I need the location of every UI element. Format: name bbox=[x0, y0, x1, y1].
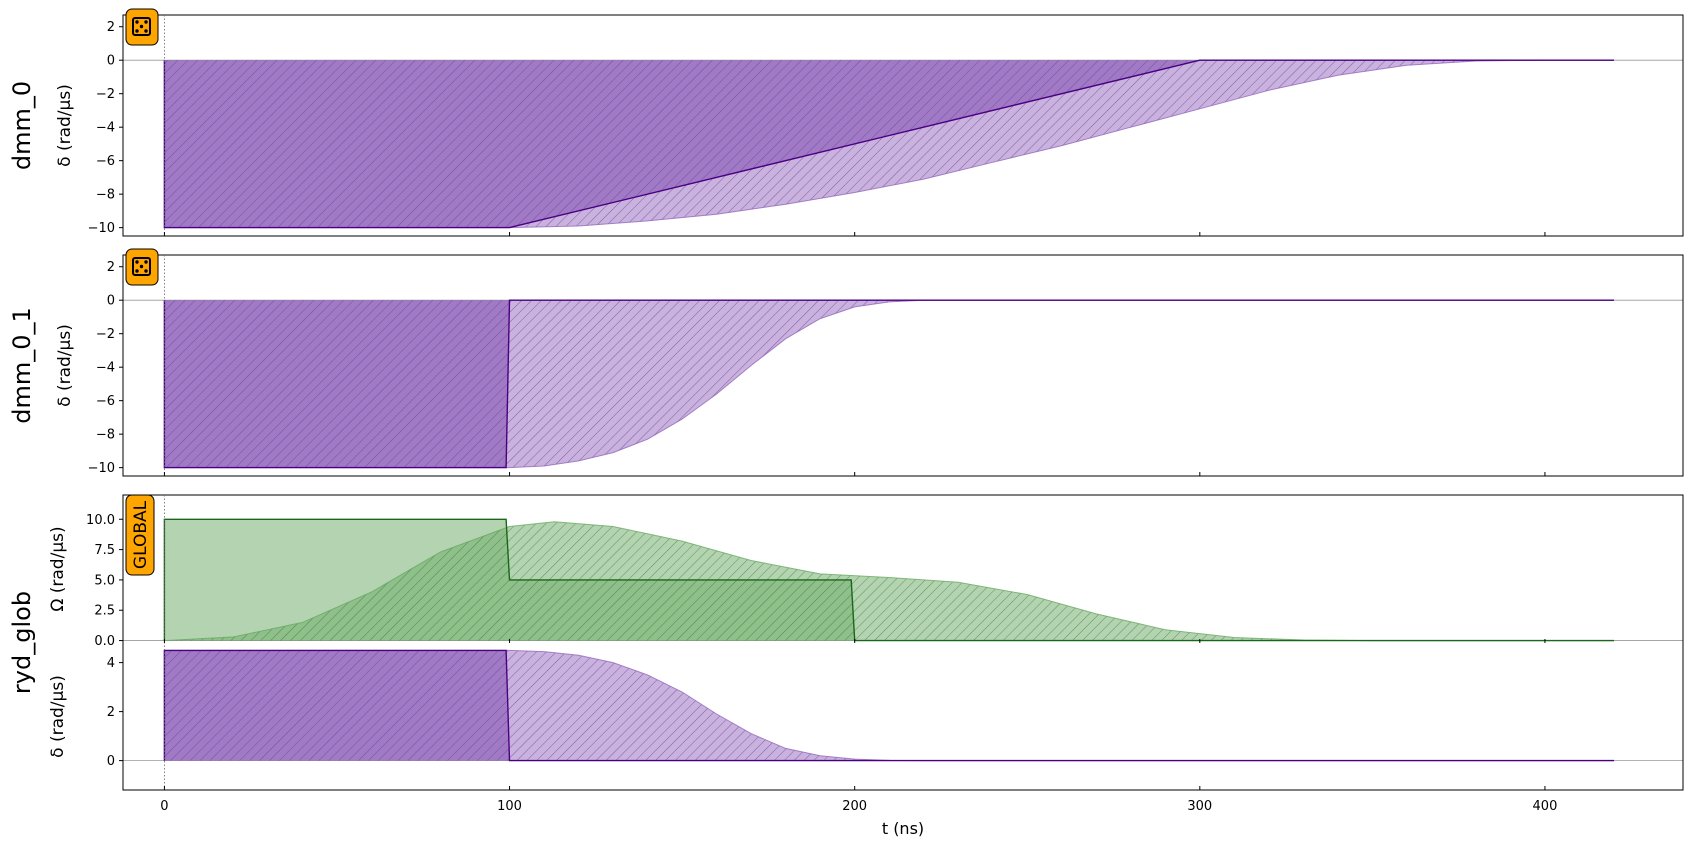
panel-dmm_0_1-0: 2 0 −2 −4 −6 −8 −10 δ (rad/µs) bbox=[55, 260, 1683, 476]
badge-label: GLOBAL bbox=[131, 500, 151, 569]
channel-label: ryd_glob bbox=[8, 591, 36, 694]
die-pip bbox=[144, 269, 148, 273]
channel-dmm_0: 2 0 −2 −4 −6 −8 −10 δ (rad/µs) dmm_0 bbox=[8, 8, 1684, 237]
x-tick-label: 200 bbox=[842, 799, 867, 814]
global-badge: GLOBAL bbox=[125, 494, 155, 576]
modulated-hatch bbox=[164, 300, 1614, 468]
die-pip bbox=[135, 29, 139, 33]
y-axis-label: δ (rad/µs) bbox=[48, 675, 68, 758]
channel-label: dmm_0 bbox=[8, 81, 36, 170]
modulated-line bbox=[163, 299, 1614, 469]
modulated-hatch bbox=[164, 521, 1614, 641]
programmed-line bbox=[163, 299, 1614, 469]
y-tick-label: 2 bbox=[107, 705, 115, 720]
y-tick-label: −10 bbox=[88, 221, 115, 236]
y-tick-label: −8 bbox=[96, 188, 115, 203]
die-pip bbox=[139, 24, 144, 29]
channel-label: dmm_0_1 bbox=[8, 307, 36, 424]
plots-layer: 2 0 −2 −4 −6 −8 −10 δ (rad/µs) dmm_0 2 0 −2 −4 −6 −8 −1… bbox=[8, 8, 1684, 814]
channel-dmm_0_1: 2 0 −2 −4 −6 −8 −10 δ (rad/µs) dmm_0_1 bbox=[8, 248, 1684, 477]
axes-frame bbox=[122, 494, 1684, 791]
y-tick-label: −4 bbox=[96, 361, 115, 376]
modulated-hatch bbox=[164, 60, 1614, 228]
panel-ryd_glob-0: 10.0 7.5 5.0 2.5 0.0 Ω (rad/µs) bbox=[48, 513, 1683, 649]
channel-ryd_glob: 10.0 7.5 5.0 2.5 0.0 Ω (rad/µs) 4 2 0 δ (rad/µs) r… bbox=[8, 494, 1684, 791]
modulated-line bbox=[163, 649, 1614, 762]
panel-dmm_0-0: 2 0 −2 −4 −6 −8 −10 δ (rad/µs) bbox=[55, 20, 1683, 236]
axes-frame bbox=[122, 254, 1684, 477]
y-tick-label: 0 bbox=[107, 754, 115, 769]
x-tick-label: 300 bbox=[1187, 799, 1212, 814]
die-pip bbox=[144, 260, 148, 264]
panel-ryd_glob-1: 4 2 0 δ (rad/µs) bbox=[48, 649, 1683, 769]
x-tick-label: 400 bbox=[1533, 799, 1558, 814]
axes-frame bbox=[122, 14, 1684, 237]
y-tick-label: −10 bbox=[88, 461, 115, 476]
die-pip bbox=[135, 20, 139, 24]
y-tick-label: 2.5 bbox=[94, 604, 115, 619]
die-pip bbox=[144, 29, 148, 33]
y-axis-label: δ (rad/µs) bbox=[55, 84, 75, 167]
die-face bbox=[132, 17, 151, 36]
y-axis-label: δ (rad/µs) bbox=[55, 324, 75, 407]
x-tick-label: 0 bbox=[160, 799, 168, 814]
modulated-line bbox=[164, 521, 1614, 642]
y-tick-label: −2 bbox=[96, 87, 115, 102]
badge-box bbox=[125, 494, 155, 576]
die-pip bbox=[135, 260, 139, 264]
modulated-hatch bbox=[164, 650, 1614, 761]
programmed-line bbox=[163, 59, 1614, 229]
y-tick-label: 4 bbox=[107, 656, 115, 671]
die-face bbox=[132, 257, 151, 276]
die-pip bbox=[135, 269, 139, 273]
dice-icon bbox=[125, 8, 159, 46]
y-tick-label: −2 bbox=[96, 327, 115, 342]
y-tick-label: −6 bbox=[96, 154, 115, 169]
modulated-line bbox=[163, 59, 1614, 229]
y-tick-label: −4 bbox=[96, 121, 115, 136]
y-tick-label: 0.0 bbox=[94, 634, 115, 649]
y-tick-label: −6 bbox=[96, 394, 115, 409]
programmed-line bbox=[163, 649, 1614, 762]
die-pip bbox=[139, 264, 144, 269]
y-tick-label: 0 bbox=[107, 294, 115, 309]
die-pip bbox=[144, 20, 148, 24]
y-tick-label: 5.0 bbox=[94, 573, 115, 588]
y-tick-label: 0 bbox=[107, 54, 115, 69]
x-axis-label: t (ns) bbox=[882, 819, 924, 838]
y-tick-label: 2 bbox=[107, 260, 115, 275]
y-tick-label: −8 bbox=[96, 428, 115, 443]
x-tick-label: 100 bbox=[497, 799, 522, 814]
y-tick-label: 7.5 bbox=[94, 543, 115, 558]
dice-icon bbox=[125, 248, 159, 286]
y-tick-label: 2 bbox=[107, 20, 115, 35]
y-axis-label: Ω (rad/µs) bbox=[48, 526, 68, 611]
y-tick-label: 10.0 bbox=[86, 513, 115, 528]
